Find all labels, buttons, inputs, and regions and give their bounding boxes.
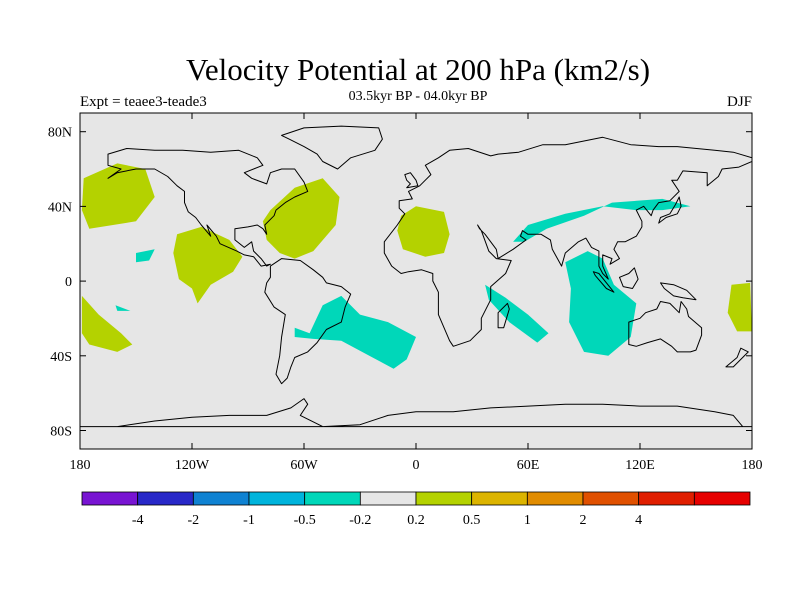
x-tick-label: 180 — [70, 458, 91, 473]
colorbar-label: -2 — [187, 513, 199, 528]
colorbar-label: 0.5 — [463, 513, 481, 528]
pacific-small-negative-region — [115, 305, 131, 311]
north-africa-positive-region — [397, 206, 450, 257]
colorbar-label: -0.5 — [294, 513, 316, 528]
y-tick-label: 40S — [50, 350, 72, 365]
colorbar-swatch — [359, 491, 417, 506]
australia-coastline — [628, 301, 703, 353]
japan-coastline — [658, 196, 682, 224]
sumatra-coastline — [592, 271, 615, 293]
date-line-south-positive-region — [727, 282, 752, 332]
colorbar-label: 4 — [635, 513, 642, 528]
colorbar-label: 2 — [580, 513, 587, 528]
colorbar-swatch — [192, 491, 250, 506]
colorbar-swatch — [137, 491, 194, 506]
south-pacific-positive-region — [81, 295, 133, 352]
x-tick-label: 60W — [290, 458, 318, 473]
indian-ocean-negative-region — [565, 251, 637, 356]
madagascar-negative-region — [485, 284, 549, 343]
x-tick-label: 60E — [517, 458, 540, 473]
y-tick-label: 80N — [48, 126, 72, 141]
colorbar-label: -4 — [132, 513, 144, 528]
colorbar-swatch — [304, 491, 361, 506]
antarctica-coastline — [80, 398, 752, 428]
greenland-coastline — [281, 125, 383, 170]
colorbar-swatch — [81, 491, 139, 506]
south-atlantic-negative-region — [294, 295, 416, 369]
x-tick-label: 0 — [413, 458, 420, 473]
experiment-label: Expt = teaee3-teade3 — [80, 94, 207, 110]
y-tick-label: 40N — [48, 200, 72, 215]
new-guinea-coastline — [660, 282, 697, 301]
new-zealand-coastline — [725, 347, 749, 368]
great-britain-coastline — [404, 172, 419, 189]
colorbar-swatch — [582, 491, 640, 506]
x-tick-label: 120E — [625, 458, 655, 473]
y-tick-label: 80S — [50, 425, 72, 440]
time-range-subtitle: 03.5kyr BP - 04.0kyr BP — [348, 89, 488, 104]
africa-eurasia-coastline — [383, 136, 752, 347]
madagascar-coastline — [497, 302, 510, 329]
y-tick-label: 0 — [65, 275, 72, 290]
season-label: DJF — [726, 94, 752, 110]
page-title: Velocity Potential at 200 hPa (km2/s) — [185, 52, 651, 87]
south-america-coastline — [264, 258, 352, 385]
colorbar-swatch — [471, 491, 528, 506]
contour-regions — [81, 163, 752, 369]
colorbar-label: 0.2 — [407, 513, 425, 528]
borneo-coastline — [619, 267, 639, 289]
atlantic-positive-region — [262, 178, 340, 259]
colorbar-swatch — [415, 491, 473, 506]
colorbar-label: -1 — [243, 513, 255, 528]
colorbar-swatch — [638, 491, 695, 506]
colorbar-label: -0.2 — [349, 513, 371, 528]
colorbar-label: 1 — [524, 513, 531, 528]
map-background — [80, 113, 752, 449]
colorbar-swatch — [693, 491, 751, 506]
coastlines — [80, 125, 752, 428]
colorbar-swatch — [526, 491, 584, 506]
colorbar: -4 -2 -1 -0.5 -0.2 0.2 0.5 1 2 4 — [81, 491, 751, 528]
north-pacific-positive-region — [81, 163, 155, 229]
x-tick-label: 120W — [175, 458, 210, 473]
north-america-coastline — [107, 148, 309, 267]
axis-ticks: 180 120W 60W 0 60E 120E 180 80N 40N 0 40S 80S — [48, 113, 763, 473]
east-pacific-small-negative-region — [136, 249, 155, 263]
colorbar-swatch — [248, 491, 306, 506]
x-tick-label: 180 — [742, 458, 763, 473]
